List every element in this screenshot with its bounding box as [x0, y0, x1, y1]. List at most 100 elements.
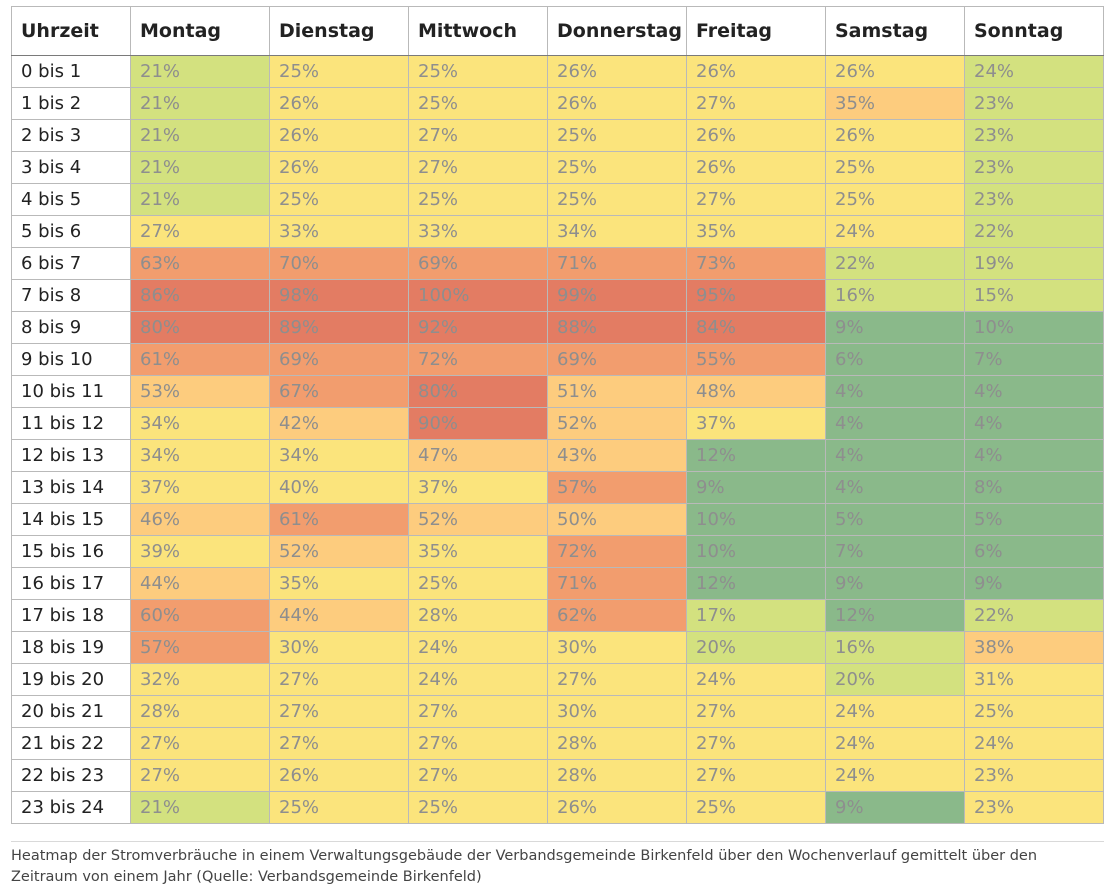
heatmap-cell: 80%: [408, 375, 548, 408]
heatmap-cell: 24%: [825, 727, 965, 760]
row-label: 6 bis 7: [11, 247, 131, 280]
heatmap-cell: 51%: [547, 375, 687, 408]
heatmap-cell: 23%: [964, 119, 1104, 152]
heatmap-row: 11 bis 12 34% 42% 90% 52% 37% 4% 4%: [11, 407, 1104, 440]
heatmap-cell: 25%: [269, 55, 409, 88]
heatmap-cell: 4%: [964, 439, 1104, 472]
heatmap-cell: 26%: [269, 119, 409, 152]
heatmap-table: Uhrzeit Montag Dienstag Mittwoch Donners…: [11, 6, 1104, 824]
heatmap-cell: 63%: [130, 247, 270, 280]
row-label: 14 bis 15: [11, 503, 131, 536]
row-label: 10 bis 11: [11, 375, 131, 408]
heatmap-cell: 62%: [547, 599, 687, 632]
heatmap-cell: 25%: [547, 119, 687, 152]
heatmap-cell: 25%: [964, 695, 1104, 728]
heatmap-cell: 26%: [269, 151, 409, 184]
heatmap-cell: 34%: [130, 407, 270, 440]
column-header-montag: Montag: [130, 6, 270, 56]
heatmap-cell: 61%: [269, 503, 409, 536]
heatmap-cell: 72%: [408, 343, 548, 376]
heatmap-cell: 16%: [825, 279, 965, 312]
heatmap-cell: 4%: [825, 471, 965, 504]
row-label: 1 bis 2: [11, 87, 131, 120]
row-label: 9 bis 10: [11, 343, 131, 376]
heatmap-cell: 92%: [408, 311, 548, 344]
heatmap-cell: 28%: [130, 695, 270, 728]
heatmap-row: 3 bis 4 21% 26% 27% 25% 26% 25% 23%: [11, 151, 1104, 184]
heatmap-cell: 26%: [269, 87, 409, 120]
heatmap-cell: 7%: [825, 535, 965, 568]
heatmap-cell: 9%: [825, 567, 965, 600]
heatmap-cell: 57%: [130, 631, 270, 664]
heatmap-cell: 21%: [130, 791, 270, 824]
heatmap-cell: 26%: [547, 87, 687, 120]
heatmap-cell: 21%: [130, 55, 270, 88]
heatmap-cell: 44%: [130, 567, 270, 600]
heatmap-cell: 95%: [686, 279, 826, 312]
column-header-sonntag: Sonntag: [964, 6, 1104, 56]
heatmap-cell: 26%: [686, 151, 826, 184]
heatmap-cell: 27%: [686, 695, 826, 728]
heatmap-cell: 24%: [964, 55, 1104, 88]
heatmap-cell: 70%: [269, 247, 409, 280]
heatmap-body: 0 bis 1 21% 25% 25% 26% 26% 26% 24% 1 bis 2 21% 26…: [11, 55, 1104, 824]
heatmap-cell: 23%: [964, 183, 1104, 216]
heatmap-cell: 9%: [964, 567, 1104, 600]
heatmap-row: 8 bis 9 80% 89% 92% 88% 84% 9% 10%: [11, 311, 1104, 344]
heatmap-cell: 6%: [825, 343, 965, 376]
heatmap-cell: 30%: [547, 695, 687, 728]
heatmap-cell: 26%: [547, 791, 687, 824]
heatmap-cell: 27%: [408, 151, 548, 184]
heatmap-cell: 27%: [269, 695, 409, 728]
heatmap-cell: 55%: [686, 343, 826, 376]
row-label: 20 bis 21: [11, 695, 131, 728]
heatmap-cell: 4%: [825, 407, 965, 440]
heatmap-cell: 5%: [825, 503, 965, 536]
heatmap-cell: 6%: [964, 535, 1104, 568]
heatmap-cell: 35%: [825, 87, 965, 120]
heatmap-cell: 4%: [825, 439, 965, 472]
heatmap-cell: 34%: [269, 439, 409, 472]
heatmap-cell: 20%: [825, 663, 965, 696]
heatmap-cell: 33%: [408, 215, 548, 248]
heatmap-cell: 24%: [825, 215, 965, 248]
heatmap-cell: 99%: [547, 279, 687, 312]
heatmap-cell: 10%: [686, 535, 826, 568]
heatmap-cell: 27%: [686, 183, 826, 216]
heatmap-cell: 71%: [547, 567, 687, 600]
heatmap-cell: 12%: [686, 567, 826, 600]
heatmap-cell: 31%: [964, 663, 1104, 696]
figure-caption: Heatmap der Stromverbräuche in einem Ver…: [11, 848, 1038, 885]
column-header-freitag: Freitag: [686, 6, 826, 56]
heatmap-cell: 50%: [547, 503, 687, 536]
heatmap-cell: 23%: [964, 759, 1104, 792]
heatmap-row: 16 bis 17 44% 35% 25% 71% 12% 9% 9%: [11, 567, 1104, 600]
heatmap-cell: 38%: [964, 631, 1104, 664]
heatmap-cell: 25%: [547, 151, 687, 184]
heatmap-cell: 48%: [686, 375, 826, 408]
heatmap-cell: 35%: [408, 535, 548, 568]
heatmap-cell: 17%: [686, 599, 826, 632]
heatmap-cell: 20%: [686, 631, 826, 664]
heatmap-cell: 21%: [130, 119, 270, 152]
column-header-samstag: Samstag: [825, 6, 965, 56]
row-label: 7 bis 8: [11, 279, 131, 312]
heatmap-cell: 34%: [547, 215, 687, 248]
heatmap-row: 9 bis 10 61% 69% 72% 69% 55% 6% 7%: [11, 343, 1104, 376]
heatmap-cell: 42%: [269, 407, 409, 440]
row-label: 19 bis 20: [11, 663, 131, 696]
heatmap-cell: 71%: [547, 247, 687, 280]
heatmap-cell: 37%: [686, 407, 826, 440]
heatmap-cell: 27%: [408, 119, 548, 152]
heatmap-cell: 28%: [547, 727, 687, 760]
heatmap-cell: 22%: [825, 247, 965, 280]
row-label: 23 bis 24: [11, 791, 131, 824]
heatmap-cell: 47%: [408, 439, 548, 472]
heatmap-cell: 73%: [686, 247, 826, 280]
heatmap-cell: 4%: [964, 407, 1104, 440]
corner-header: Uhrzeit: [11, 6, 131, 56]
heatmap-cell: 27%: [408, 759, 548, 792]
heatmap-cell: 34%: [130, 439, 270, 472]
heatmap-cell: 10%: [686, 503, 826, 536]
heatmap-cell: 53%: [130, 375, 270, 408]
